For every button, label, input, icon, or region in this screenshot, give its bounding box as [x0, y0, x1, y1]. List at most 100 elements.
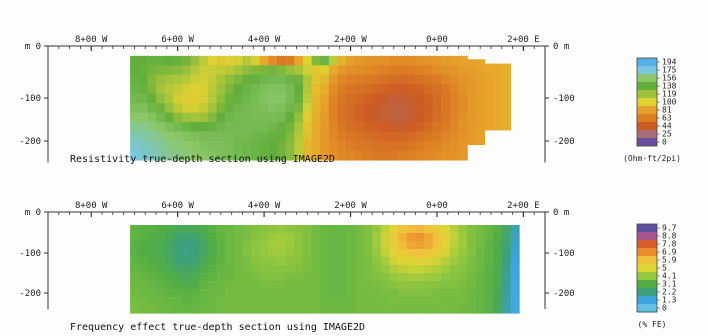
section-cell: [164, 249, 174, 258]
section-cell: [138, 241, 148, 250]
y-tick-label-left: m 0: [25, 42, 41, 52]
section-cell: [415, 233, 425, 242]
section-cell: [156, 233, 166, 242]
section-cell: [242, 241, 252, 250]
section-cell: [130, 273, 140, 282]
scale-label: 81: [662, 106, 672, 115]
section-cell: [199, 93, 209, 104]
section-cell: [380, 93, 391, 104]
section-cell: [216, 225, 226, 234]
section-cell: [138, 297, 148, 306]
section-cell: [406, 289, 416, 298]
section-cell: [475, 297, 486, 306]
scale-swatch: [637, 82, 657, 91]
section-cell: [242, 249, 252, 258]
section-cell: [294, 112, 304, 123]
section-cell: [337, 141, 347, 152]
section-cell: [138, 131, 148, 142]
section-cell: [449, 93, 460, 104]
resistivity-title: Resistivity true-depth section using IMA…: [70, 154, 335, 165]
section-cell: [259, 265, 270, 274]
section-cell: [449, 55, 460, 66]
section-cell: [441, 249, 451, 258]
section-cell: [164, 103, 174, 114]
section-cell: [415, 131, 425, 142]
section-cell: [156, 131, 166, 142]
section-cell: [467, 225, 477, 234]
section-cell: [501, 281, 512, 290]
section-cell: [458, 257, 468, 266]
section-cell: [138, 93, 148, 104]
section-cell: [242, 55, 252, 66]
section-cell: [449, 74, 460, 85]
section-cell: [302, 289, 313, 298]
section-cell: [475, 257, 486, 266]
section-cell: [268, 93, 278, 104]
section-cell: [190, 273, 200, 282]
section-cell: [328, 55, 339, 66]
section-cell: [233, 74, 244, 85]
section-cell: [173, 265, 183, 274]
section-cell: [302, 150, 313, 161]
section-cell: [328, 233, 339, 242]
section-cell: [190, 65, 200, 76]
section-cell: [467, 125, 477, 136]
section-cell: [423, 93, 434, 104]
section-cell: [130, 131, 140, 142]
section-cell: [233, 55, 244, 66]
section-cell: [493, 73, 503, 84]
scale-swatch: [637, 90, 657, 99]
section-cell: [328, 74, 339, 85]
section-cell: [354, 122, 365, 133]
section-cell: [216, 233, 226, 242]
scale-swatch: [637, 288, 657, 297]
section-cell: [475, 134, 486, 146]
section-cell: [207, 84, 218, 95]
section-cell: [398, 241, 408, 250]
scale-label: 7.8: [662, 240, 677, 249]
frequency-effect-panel: 8+00 W 6+00 W 4+00 W 2+00 W 0+00 2+00 E m 0 0 m…: [19, 201, 574, 333]
section-cell: [346, 131, 356, 142]
section-cell: [173, 273, 183, 282]
section-cell: [225, 273, 235, 282]
section-cell: [475, 241, 486, 250]
section-cell: [415, 257, 425, 266]
section-cell: [484, 73, 494, 84]
section-cell: [328, 103, 339, 114]
section-cell: [259, 84, 270, 95]
section-cell: [138, 103, 148, 114]
section-cell: [475, 87, 486, 98]
section-cell: [406, 281, 416, 290]
section-cell: [320, 305, 330, 314]
section-cell: [277, 131, 287, 142]
section-cell: [138, 112, 148, 123]
section-cell: [337, 74, 347, 85]
section-cell: [441, 131, 451, 142]
section-cell: [415, 65, 425, 76]
section-cell: [346, 297, 356, 306]
section-cell: [441, 289, 451, 298]
section-cell: [346, 74, 356, 85]
section-cell: [311, 241, 321, 250]
section-cell: [233, 84, 244, 95]
section-cell: [423, 305, 434, 314]
y-tick-label-right: 0 m: [553, 42, 569, 52]
section-cell: [328, 84, 339, 95]
section-cell: [432, 141, 442, 152]
section-cell: [311, 281, 321, 290]
section-cell: [493, 110, 503, 121]
section-cell: [320, 257, 330, 266]
section-cell: [398, 150, 408, 161]
section-cell: [285, 241, 295, 250]
section-cell: [475, 289, 486, 298]
x-tick-label: 2+00 E: [507, 201, 540, 211]
section-cell: [406, 305, 416, 314]
section-cell: [130, 225, 140, 234]
section-cell: [441, 112, 451, 123]
section-cell: [147, 233, 157, 242]
section-cell: [181, 141, 192, 152]
section-cell: [398, 131, 408, 142]
section-cell: [311, 103, 321, 114]
frequency-effect-axes: 8+00 W 6+00 W 4+00 W 2+00 W 0+00 2+00 E m 0 0 m…: [19, 201, 575, 309]
section-cell: [173, 225, 183, 234]
